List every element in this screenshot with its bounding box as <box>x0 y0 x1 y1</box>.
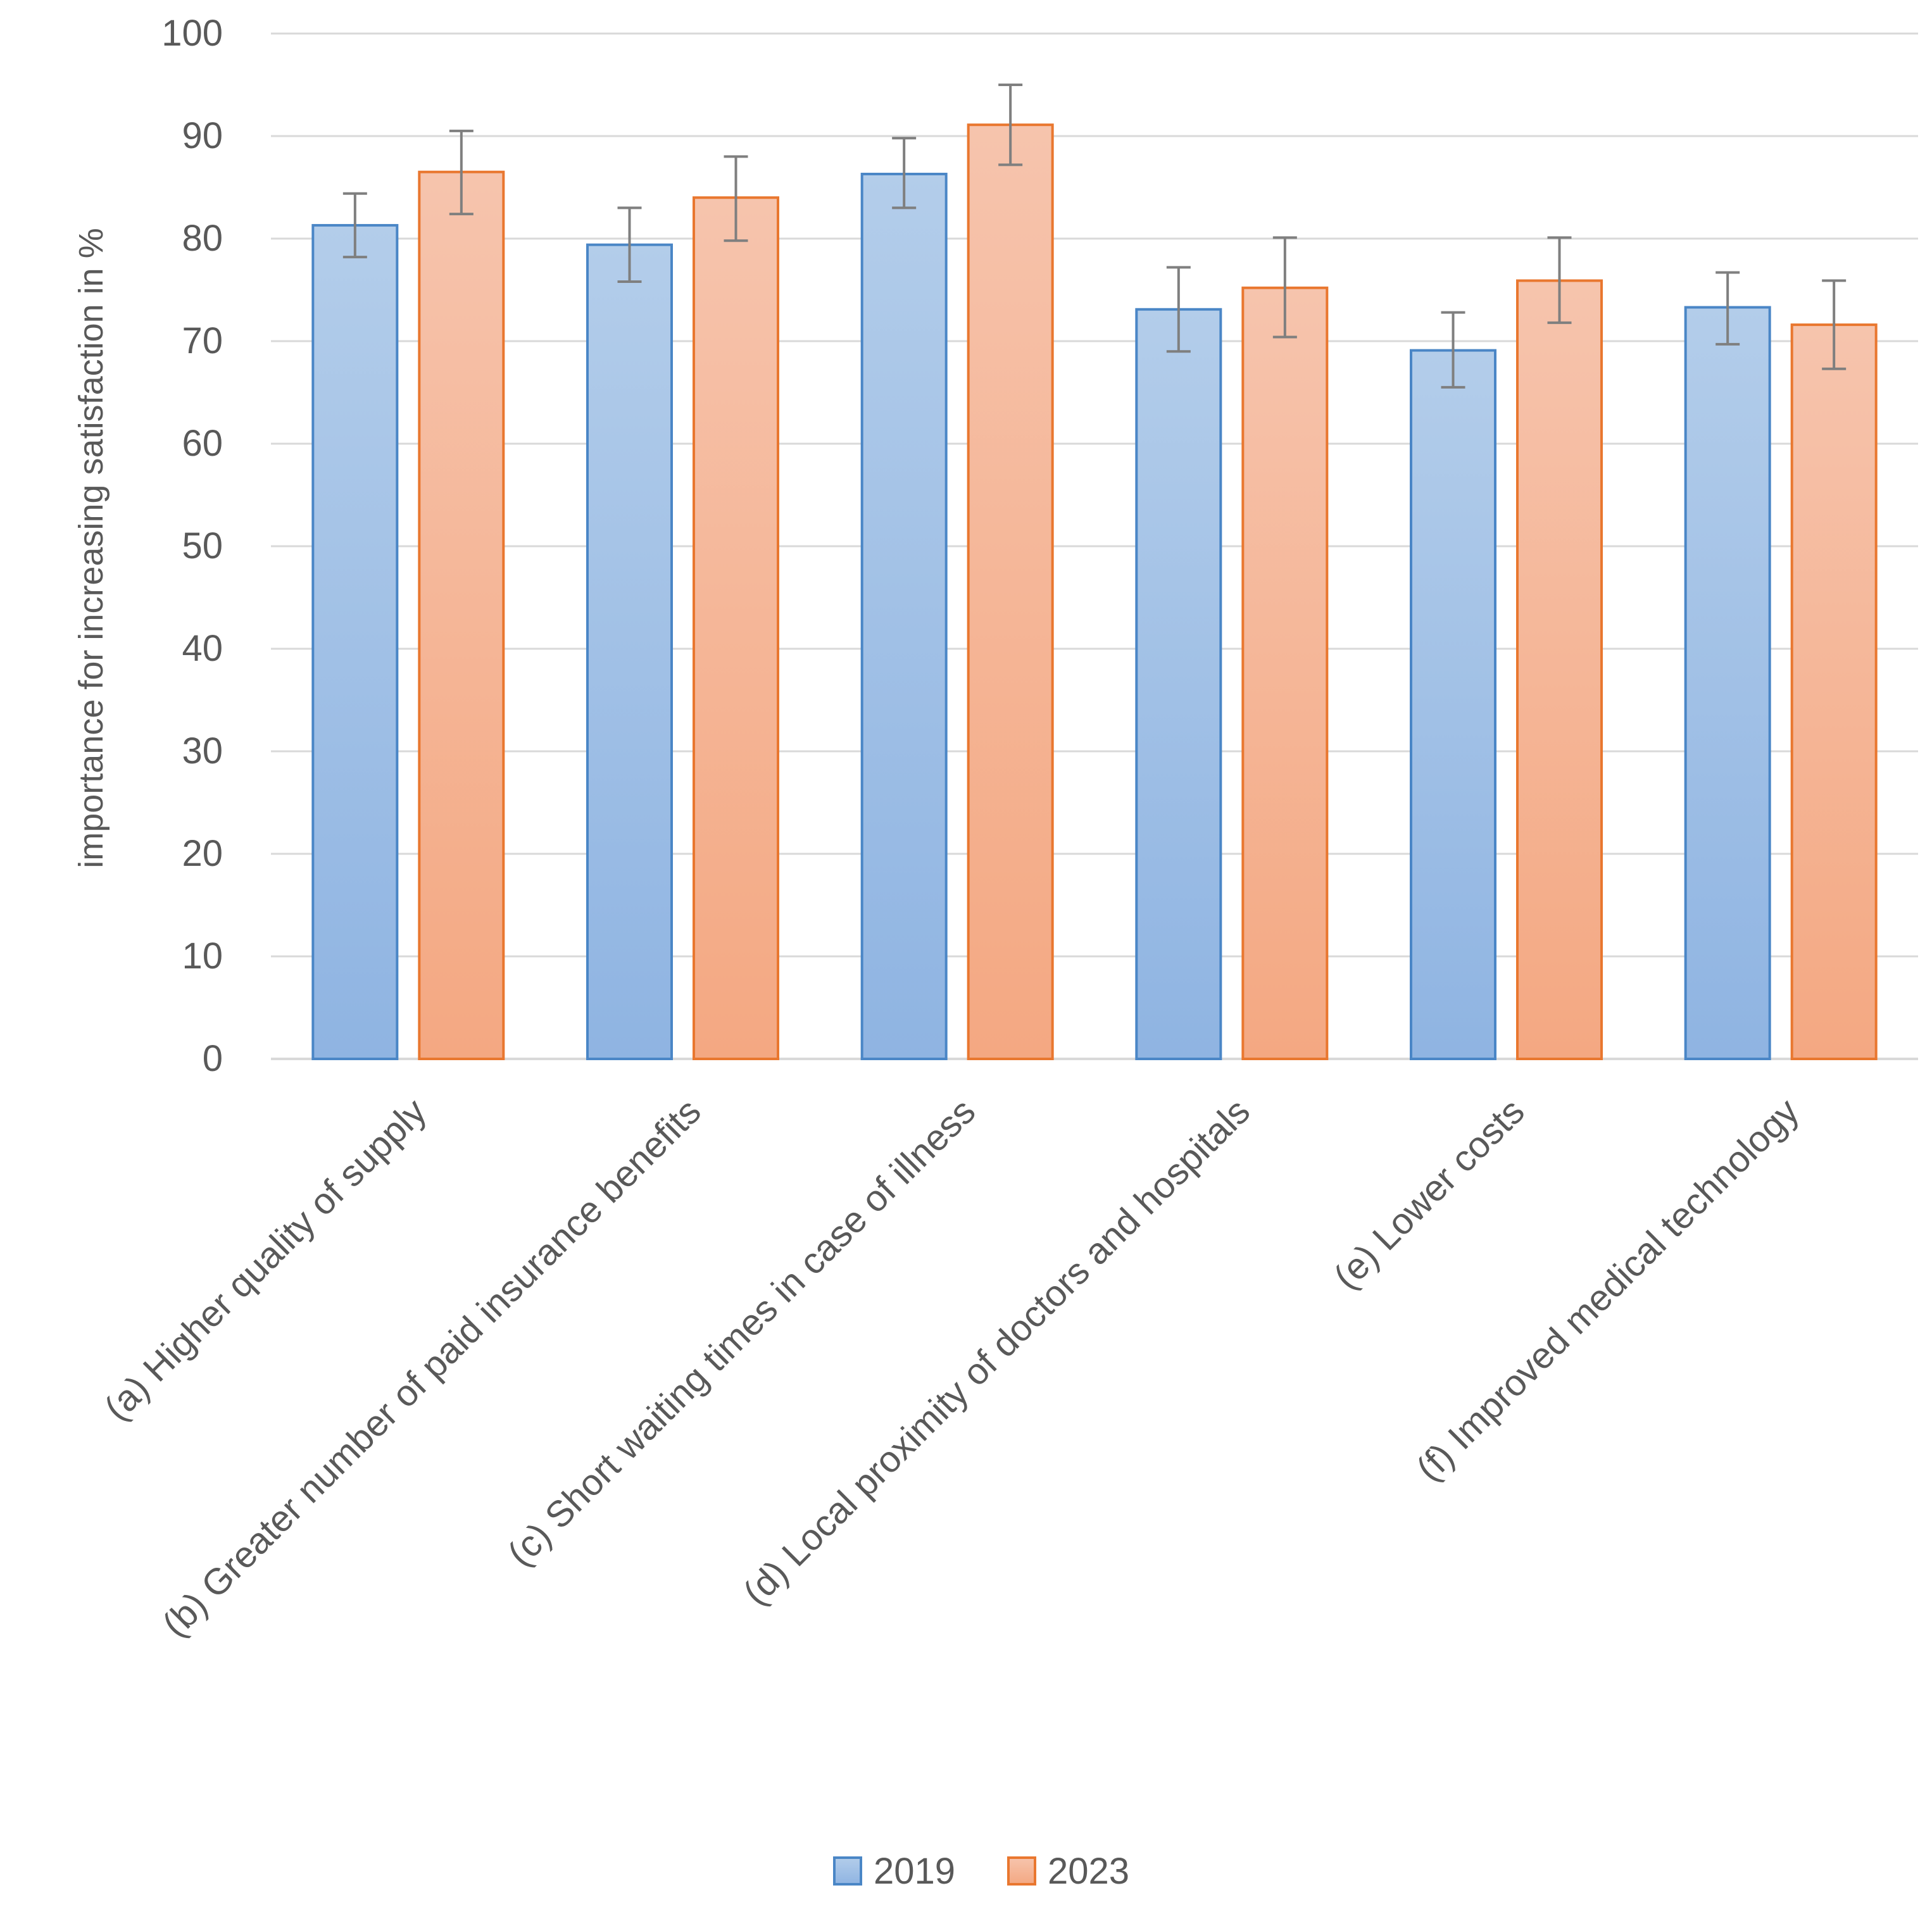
legend-label-2019: 2019 <box>874 1851 955 1892</box>
y-tick-label: 10 <box>182 935 223 977</box>
bar-2023-a-higher-quality-of-supply[interactable] <box>418 170 505 1061</box>
bar-2019-c-short-waiting-times-in-case-of-illness[interactable] <box>860 172 948 1061</box>
legend: 2019 2023 <box>833 1851 1129 1892</box>
y-tick-label: 60 <box>182 423 223 464</box>
x-axis-ticks: (a) Higher quality of supply(b) Greater … <box>96 1091 1807 1645</box>
y-tick-label: 80 <box>182 218 223 259</box>
error-bar-2019-a-higher-quality-of-supply <box>342 192 367 259</box>
error-bar-2023-b-greater-number-of-paid-insurance-benefits <box>724 155 748 242</box>
x-tick-label-d-l: (d) Local proximity of doctors and hospi… <box>735 1091 1258 1613</box>
error-bar-2019-e-lower-costs <box>1441 311 1465 389</box>
bar-2023-c-short-waiting-times-in-case-of-illness[interactable] <box>967 123 1054 1060</box>
legend-label-2023: 2023 <box>1048 1851 1129 1892</box>
error-bar-2023-a-higher-quality-of-supply <box>449 129 474 216</box>
x-tick-label-a-h: (a) Higher quality of supply <box>96 1091 434 1429</box>
legend-swatch-2023 <box>1007 1856 1036 1886</box>
error-bar-2023-f-improved-medical-technology <box>1822 279 1847 370</box>
bar-2023-d-local-proximity-of-doctors-and-hospitals[interactable] <box>1241 286 1329 1060</box>
error-bar-2019-c-short-waiting-times-in-case-of-illness <box>892 137 917 210</box>
y-tick-label: 50 <box>182 525 223 566</box>
bar-2023-b-greater-number-of-paid-insurance-benefits[interactable] <box>693 196 779 1061</box>
error-bar-2023-c-short-waiting-times-in-case-of-illness <box>998 84 1023 166</box>
error-bar-2023-d-local-proximity-of-doctors-and-hospitals <box>1272 236 1297 339</box>
y-tick-label: 70 <box>182 320 223 361</box>
y-axis-ticks: 0 10 20 30 40 50 60 70 80 90 100 <box>161 13 223 1079</box>
bar-2023-e-lower-costs[interactable] <box>1516 279 1603 1060</box>
y-tick-label: 20 <box>182 833 223 874</box>
legend-swatch-2019 <box>833 1856 862 1886</box>
legend-item-2023[interactable]: 2023 <box>1007 1851 1129 1892</box>
error-bar-2019-b-greater-number-of-paid-insurance-benefits <box>617 206 642 284</box>
bar-2019-b-greater-number-of-paid-insurance-benefits[interactable] <box>586 243 673 1061</box>
x-tick-label-c-s: (c) Short waiting times in case of illne… <box>499 1091 983 1574</box>
y-tick-label: 0 <box>203 1038 223 1079</box>
bar-2019-e-lower-costs[interactable] <box>1410 349 1496 1061</box>
error-bars <box>342 84 1847 389</box>
error-bar-2023-e-lower-costs <box>1547 236 1572 324</box>
x-tick-label-b-g: (b) Greater number of paid insurance ben… <box>154 1091 709 1645</box>
bar-2019-f-improved-medical-technology[interactable] <box>1684 306 1771 1060</box>
error-bar-2019-d-local-proximity-of-doctors-and-hospitals <box>1166 266 1191 353</box>
bar-2023-f-improved-medical-technology[interactable] <box>1790 323 1878 1061</box>
gridlines <box>271 32 1918 1060</box>
bar-2019-a-higher-quality-of-supply[interactable] <box>311 223 399 1061</box>
x-tick-label-e-l: (e) Lower costs <box>1326 1091 1532 1297</box>
y-tick-label: 90 <box>182 115 223 156</box>
bar-2019-d-local-proximity-of-doctors-and-hospitals[interactable] <box>1135 308 1222 1060</box>
error-bar-2019-f-improved-medical-technology <box>1716 271 1740 346</box>
bars <box>311 123 1878 1061</box>
y-tick-label: 40 <box>182 628 223 669</box>
y-tick-label: 30 <box>182 730 223 772</box>
y-axis-label: importance for increasing satisfaction i… <box>72 228 110 868</box>
legend-item-2019[interactable]: 2019 <box>833 1851 955 1892</box>
y-tick-label: 100 <box>161 13 223 54</box>
